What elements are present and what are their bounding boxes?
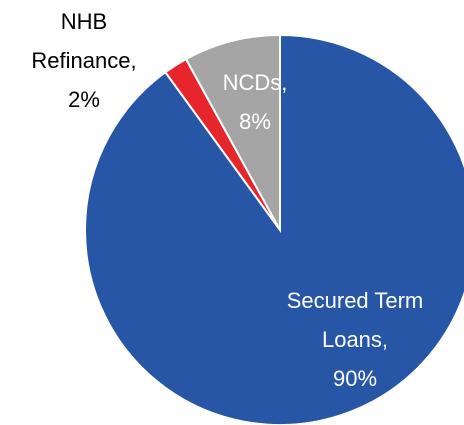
label-value: 90% (332, 366, 378, 391)
label-value: 2% (68, 87, 100, 112)
pie-slice (84, 33, 464, 425)
label-value: 8% (239, 109, 271, 134)
label-name: NCDs, (222, 70, 288, 95)
label-name: NHB Refinance, (31, 9, 137, 73)
data-label: NCDs, 8% (215, 63, 295, 141)
data-label: NHB Refinance, 2% (24, 2, 144, 119)
data-label: Secured Term Loans, 90% (275, 281, 435, 398)
label-name: Secured Term Loans, (286, 288, 424, 352)
pie-slice (184, 33, 281, 231)
